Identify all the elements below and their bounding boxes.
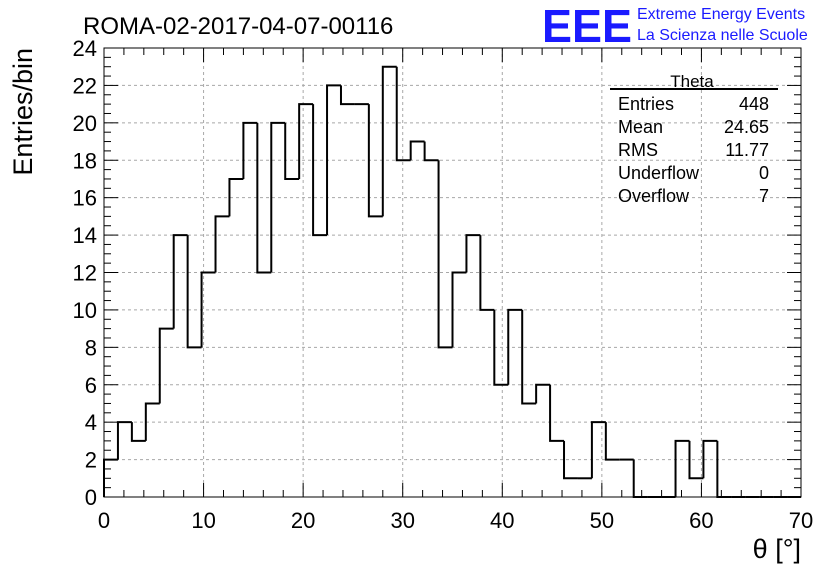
histogram-bin (549, 384, 565, 442)
x-tick-label: 20 (291, 508, 315, 533)
histogram-bin (214, 215, 230, 273)
y-tick-label: 12 (73, 261, 97, 286)
histogram-bin (284, 122, 300, 180)
histogram-bin (716, 440, 732, 498)
histogram-bin (381, 65, 397, 217)
plot-frame (103, 47, 802, 498)
x-tick-labels: 0 10 20 30 40 50 60 70 (98, 508, 813, 533)
histogram-bin (228, 177, 244, 217)
y-tick-label: 16 (73, 186, 97, 211)
stats-value-rms: 11.77 (725, 140, 769, 160)
histogram-bin (465, 234, 481, 273)
x-axis-title: θ [°] (753, 534, 801, 564)
histogram-bin (632, 459, 648, 498)
logo-line-2: La Scienza nelle Scuole (637, 27, 808, 44)
chart-title: ROMA-02-2017-04-07-00116 (83, 13, 393, 40)
histogram-bin (590, 421, 606, 479)
histogram-bin (604, 422, 620, 461)
histogram-bin (395, 66, 411, 162)
y-tick-label: 24 (73, 36, 97, 61)
y-tick-label: 6 (85, 373, 97, 398)
histogram-bin (688, 440, 704, 480)
histogram-bin (242, 121, 258, 179)
stats-box: Theta Entries 448 Mean 24.65 RMS 11.77 U… (610, 72, 778, 206)
y-tick-label: 14 (73, 223, 97, 248)
x-tick-label: 60 (689, 508, 713, 533)
histogram-bin (409, 140, 425, 161)
y-tick-label: 8 (85, 335, 97, 360)
x-tick-label: 70 (789, 508, 813, 533)
histogram-bin (172, 234, 188, 329)
histogram-bin (479, 235, 495, 311)
histogram-bin (702, 439, 718, 479)
histogram-bin (535, 383, 551, 404)
histogram-bin (144, 402, 160, 441)
y-tick-label: 4 (85, 410, 97, 435)
histogram-bin (674, 439, 690, 497)
logo-mark: EEE (542, 0, 632, 52)
histogram-bin (521, 309, 537, 405)
stats-value-underflow: 0 (759, 163, 769, 183)
histogram-bin (423, 141, 439, 162)
stats-label-rms: RMS (618, 140, 658, 160)
histogram-bin (298, 103, 314, 179)
histogram-bin (130, 422, 146, 442)
stats-label-mean: Mean (618, 117, 663, 137)
y-tick-label: 0 (85, 485, 97, 510)
eee-logo: EEE Extreme Energy Events La Scienza nel… (542, 0, 808, 52)
histogram-bin (507, 308, 523, 385)
histogram-bin (116, 421, 132, 460)
y-axis-title: Entries/bin (8, 48, 38, 176)
histogram-bars (103, 65, 801, 498)
histogram-bin (312, 104, 328, 237)
histogram-bin (339, 85, 355, 106)
histogram-bin (200, 271, 216, 348)
y-tick-label: 18 (73, 148, 97, 173)
histogram-bin (437, 160, 453, 349)
y-tick-label: 20 (73, 111, 97, 136)
stats-label-entries: Entries (618, 94, 674, 114)
x-tick-label: 40 (490, 508, 514, 533)
x-tick-label: 0 (98, 508, 110, 533)
stats-title: Theta (670, 72, 714, 91)
y-tick-label: 10 (73, 298, 97, 323)
stats-label-underflow: Underflow (618, 163, 700, 183)
stats-value-entries: 448 (739, 94, 769, 114)
stats-value-mean: 24.65 (724, 117, 769, 137)
histogram-bin (158, 327, 174, 404)
histogram-bin (186, 235, 202, 349)
x-tick-label: 30 (390, 508, 414, 533)
stats-value-overflow: 7 (759, 186, 769, 206)
logo-line-1: Extreme Energy Events (637, 6, 805, 23)
histogram-bin (270, 121, 286, 273)
y-tick-label: 22 (73, 73, 97, 98)
x-tick-label: 50 (590, 508, 614, 533)
stats-label-overflow: Overflow (618, 186, 690, 206)
x-tick-label: 10 (191, 508, 215, 533)
histogram-bin (563, 440, 578, 480)
y-tick-label: 2 (85, 448, 97, 473)
histogram-bin (326, 84, 341, 236)
histogram-bin (493, 309, 509, 386)
histogram-bin (256, 122, 272, 274)
histogram-bin (367, 104, 383, 218)
histogram-bin (451, 271, 467, 348)
